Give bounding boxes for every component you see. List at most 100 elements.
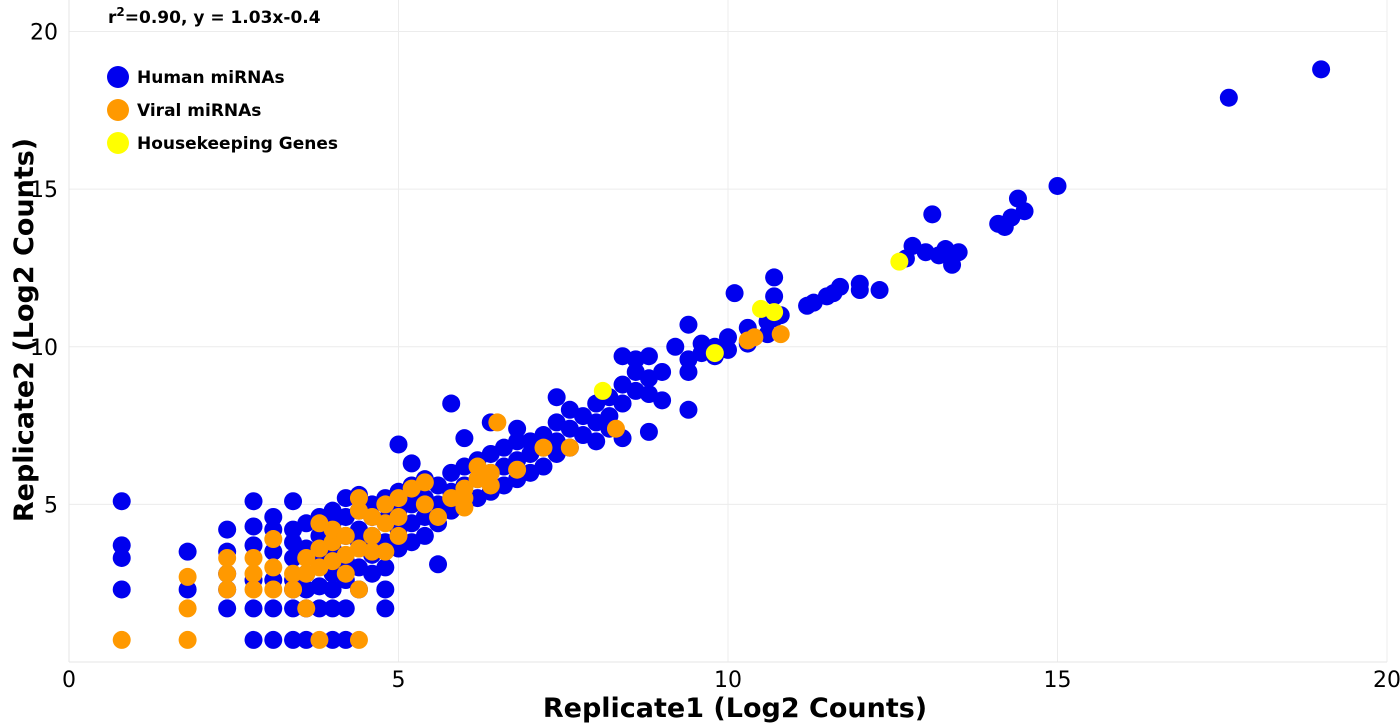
data-point xyxy=(264,630,283,649)
data-point xyxy=(870,281,889,300)
data-point xyxy=(178,599,197,618)
data-point xyxy=(389,507,408,526)
data-point xyxy=(376,580,395,599)
data-point xyxy=(653,391,672,410)
y-tick-label: 5 xyxy=(44,493,58,518)
data-point xyxy=(284,580,303,599)
x-tick-label: 20 xyxy=(1373,668,1400,693)
data-point xyxy=(284,599,303,618)
data-point xyxy=(1048,176,1067,195)
data-point xyxy=(639,422,658,441)
data-point xyxy=(112,492,131,511)
data-point xyxy=(218,548,237,567)
data-point xyxy=(297,599,316,618)
data-point xyxy=(284,630,303,649)
data-point xyxy=(336,599,355,618)
data-point xyxy=(323,599,342,618)
data-point xyxy=(336,564,355,583)
y-tick-label: 10 xyxy=(30,336,58,361)
data-point xyxy=(244,599,263,618)
data-point xyxy=(178,567,197,586)
legend-marker xyxy=(107,132,129,154)
data-point xyxy=(389,435,408,454)
data-point xyxy=(284,492,303,511)
x-tick-label: 10 xyxy=(714,668,742,693)
data-point xyxy=(666,337,685,356)
data-point xyxy=(264,580,283,599)
data-point xyxy=(606,419,625,438)
y-tick-label: 15 xyxy=(30,178,58,203)
data-point xyxy=(415,473,434,492)
annotation-r: r xyxy=(108,8,117,28)
data-point xyxy=(363,526,382,545)
data-point xyxy=(442,394,461,413)
data-point xyxy=(297,630,316,649)
data-point xyxy=(112,580,131,599)
data-point xyxy=(112,630,131,649)
data-point xyxy=(178,580,197,599)
data-point xyxy=(508,432,527,451)
data-point xyxy=(218,599,237,618)
data-point xyxy=(923,205,942,224)
data-point xyxy=(297,548,316,567)
legend-marker xyxy=(107,99,129,121)
data-point xyxy=(376,558,395,577)
data-point xyxy=(244,580,263,599)
data-point xyxy=(765,287,784,306)
data-point xyxy=(765,303,784,322)
data-point xyxy=(481,463,500,482)
data-point xyxy=(613,394,632,413)
data-point xyxy=(415,495,434,514)
data-point xyxy=(547,388,566,407)
data-point xyxy=(949,243,968,262)
data-point xyxy=(349,630,368,649)
data-point xyxy=(765,268,784,287)
data-point xyxy=(725,284,744,303)
data-points xyxy=(112,60,1331,649)
data-point xyxy=(336,526,355,545)
data-point xyxy=(112,548,131,567)
data-point xyxy=(244,492,263,511)
legend-label: Viral miRNAs xyxy=(137,101,261,121)
data-point xyxy=(415,526,434,545)
data-point xyxy=(679,362,698,381)
data-point xyxy=(745,328,764,347)
x-tick-label: 15 xyxy=(1044,668,1072,693)
legend-label: Housekeeping Genes xyxy=(137,134,338,154)
data-point xyxy=(178,542,197,561)
data-point xyxy=(323,580,342,599)
data-point xyxy=(705,344,724,363)
data-point xyxy=(264,542,283,561)
data-point xyxy=(349,580,368,599)
data-point xyxy=(771,325,790,344)
data-point xyxy=(639,347,658,366)
x-tick-label: 5 xyxy=(392,668,406,693)
data-point xyxy=(244,630,263,649)
data-point xyxy=(560,438,579,457)
data-point xyxy=(389,526,408,545)
data-point xyxy=(1219,88,1238,107)
data-point xyxy=(429,555,448,574)
data-point xyxy=(244,548,263,567)
data-point xyxy=(218,520,237,539)
series-housekeeping-genes xyxy=(593,252,909,400)
annotation-superscript: 2 xyxy=(116,5,124,19)
data-point xyxy=(455,498,474,517)
data-point xyxy=(349,489,368,508)
data-point xyxy=(218,564,237,583)
data-point xyxy=(679,400,698,419)
legend-label: Human miRNAs xyxy=(137,68,285,88)
data-point xyxy=(284,548,303,567)
data-point xyxy=(244,536,263,555)
annotation-equation: =0.90, y = 1.03x-0.4 xyxy=(125,8,321,28)
regression-annotation: r2=0.90, y = 1.03x-0.4 xyxy=(108,5,321,28)
data-point xyxy=(323,630,342,649)
data-point xyxy=(376,542,395,561)
data-point xyxy=(284,564,303,583)
data-point xyxy=(508,419,527,438)
data-point xyxy=(1015,202,1034,221)
data-point xyxy=(508,460,527,479)
y-tick-label: 20 xyxy=(30,21,58,46)
data-point xyxy=(218,580,237,599)
